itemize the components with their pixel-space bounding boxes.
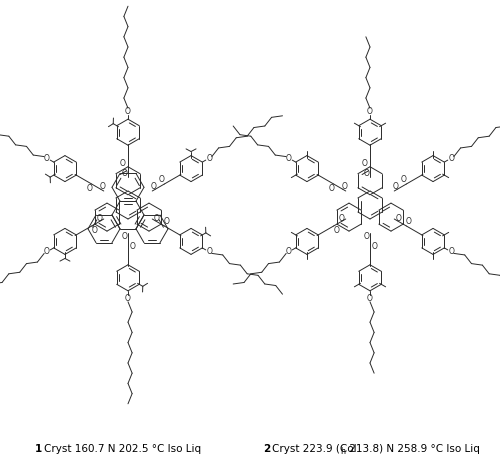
Text: O: O bbox=[86, 184, 92, 193]
Text: h: h bbox=[340, 447, 345, 456]
Text: O: O bbox=[154, 213, 160, 223]
Text: O: O bbox=[286, 247, 292, 256]
Text: O: O bbox=[393, 182, 398, 191]
Text: O: O bbox=[125, 106, 131, 116]
Text: O: O bbox=[396, 213, 402, 223]
Text: O: O bbox=[362, 159, 368, 167]
Text: O: O bbox=[125, 294, 131, 303]
Text: 2: 2 bbox=[263, 444, 270, 454]
Text: O: O bbox=[91, 226, 97, 235]
Text: O: O bbox=[130, 243, 136, 252]
Text: O: O bbox=[406, 217, 412, 226]
Text: O: O bbox=[44, 153, 50, 163]
Text: O: O bbox=[122, 232, 128, 241]
Text: Cryst 223.9 (Col: Cryst 223.9 (Col bbox=[272, 444, 356, 454]
Text: O: O bbox=[333, 226, 339, 235]
Text: O: O bbox=[120, 159, 126, 167]
Text: O: O bbox=[159, 175, 165, 184]
Text: O: O bbox=[367, 106, 373, 116]
Text: O: O bbox=[100, 182, 105, 191]
Text: O: O bbox=[206, 247, 212, 256]
Text: O: O bbox=[367, 294, 373, 303]
Text: O: O bbox=[151, 182, 156, 191]
Text: O: O bbox=[164, 217, 170, 226]
Text: O: O bbox=[44, 247, 50, 256]
Text: O: O bbox=[338, 213, 344, 223]
Text: Cryst 160.7 N 202.5 °C Iso Liq: Cryst 160.7 N 202.5 °C Iso Liq bbox=[44, 444, 201, 454]
Text: O: O bbox=[286, 153, 292, 163]
Text: O: O bbox=[342, 182, 347, 191]
Text: O: O bbox=[372, 243, 378, 252]
Text: 1: 1 bbox=[35, 444, 42, 454]
Text: O: O bbox=[96, 213, 102, 223]
Text: O: O bbox=[364, 169, 370, 178]
Text: 213.8) N 258.9 °C Iso Liq: 213.8) N 258.9 °C Iso Liq bbox=[346, 444, 480, 454]
Text: O: O bbox=[401, 175, 407, 184]
Text: O: O bbox=[364, 232, 370, 241]
Text: O: O bbox=[122, 169, 128, 178]
Text: O: O bbox=[448, 153, 454, 163]
Text: O: O bbox=[206, 153, 212, 163]
Text: O: O bbox=[448, 247, 454, 256]
Text: O: O bbox=[328, 184, 334, 193]
